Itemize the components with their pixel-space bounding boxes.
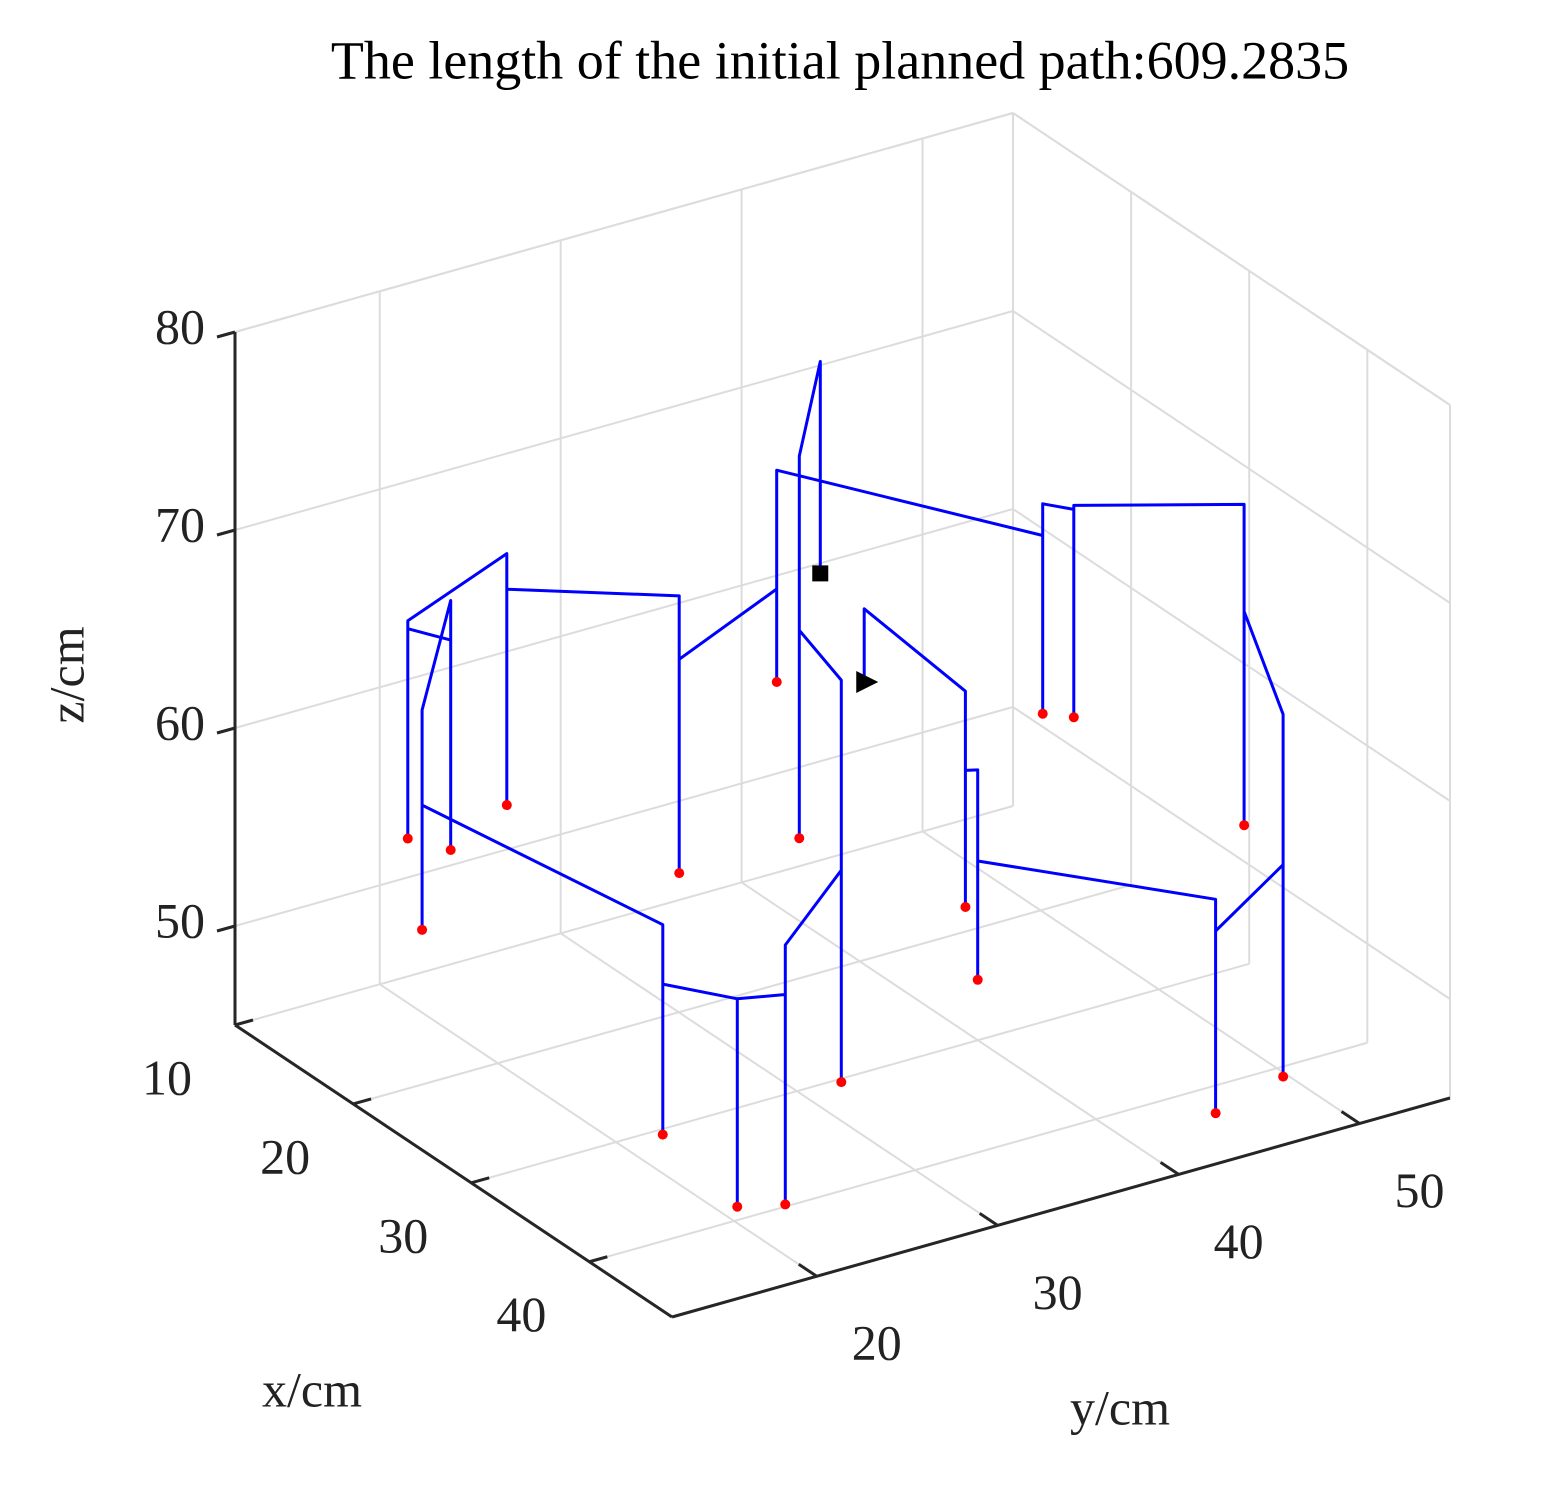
- grid-line: [234, 310, 1014, 531]
- target-point: [794, 833, 805, 844]
- grid-line: [589, 1041, 1368, 1263]
- chart-title: The length of the initial planned path:6…: [331, 30, 1349, 90]
- z-tick-label: 70: [155, 496, 205, 552]
- grid-line: [234, 508, 1014, 729]
- target-point: [780, 1199, 791, 1210]
- grid-line: [470, 962, 1250, 1184]
- grid-line: [1012, 310, 1451, 604]
- target-point: [732, 1201, 743, 1212]
- start-marker: [812, 565, 829, 582]
- target-point: [1239, 820, 1250, 831]
- target-point: [445, 845, 456, 856]
- x-axis: [234, 1023, 673, 1319]
- tick-mark: [352, 1097, 372, 1106]
- grid-line: [1012, 508, 1451, 802]
- tick-mark: [470, 1176, 490, 1185]
- x-tick-label: 10: [142, 1049, 192, 1105]
- tick-mark: [216, 330, 236, 339]
- y-tick-label: 30: [1033, 1264, 1083, 1320]
- tick-mark: [588, 1255, 608, 1264]
- x-tick-label: 40: [496, 1286, 546, 1342]
- target-point: [402, 833, 413, 844]
- tick-mark: [234, 1018, 254, 1027]
- grid-line: [560, 932, 999, 1227]
- y-tick-label: 40: [1214, 1213, 1264, 1269]
- grid-line: [234, 805, 1014, 1026]
- z-tick-label: 60: [155, 694, 205, 750]
- tick-mark: [978, 1212, 999, 1227]
- grid-line: [921, 830, 1361, 1125]
- tick-mark: [1159, 1161, 1180, 1176]
- y-tick-label: 50: [1395, 1162, 1445, 1218]
- target-point: [657, 1129, 668, 1140]
- tick-mark: [216, 726, 236, 735]
- path-line: [406, 360, 1285, 1209]
- target-point: [960, 902, 971, 913]
- target-point: [1068, 712, 1079, 723]
- target-point: [1278, 1071, 1289, 1082]
- z-axis-label: z/cm: [38, 626, 94, 723]
- target-point: [417, 924, 428, 935]
- grid-line: [379, 983, 818, 1278]
- grid-line: [234, 706, 1014, 927]
- grid-line: [352, 883, 1132, 1105]
- target-point: [836, 1077, 847, 1088]
- y-axis-label: y/cm: [1070, 1379, 1170, 1435]
- end-marker: [856, 671, 879, 694]
- tick-mark: [797, 1263, 818, 1278]
- z-tick-label: 80: [155, 298, 205, 354]
- y-tick-label: 20: [852, 1315, 902, 1371]
- target-point: [674, 868, 685, 879]
- x-tick-label: 20: [260, 1128, 310, 1184]
- y-axis: [671, 1096, 1451, 1319]
- target-point: [1037, 708, 1048, 719]
- z-tick-label: 50: [155, 892, 205, 948]
- grid-line: [1012, 706, 1451, 1000]
- grid-line: [234, 112, 1014, 333]
- x-axis-label: x/cm: [262, 1361, 362, 1417]
- tick-mark: [1340, 1110, 1361, 1125]
- tick-mark: [216, 924, 236, 933]
- grid-line: [1012, 112, 1451, 406]
- target-point: [771, 677, 782, 688]
- target-point: [1210, 1108, 1221, 1119]
- tick-mark: [216, 528, 236, 537]
- target-point: [972, 974, 983, 985]
- grid-line: [741, 881, 1180, 1176]
- x-tick-label: 30: [378, 1207, 428, 1263]
- target-point: [501, 800, 512, 811]
